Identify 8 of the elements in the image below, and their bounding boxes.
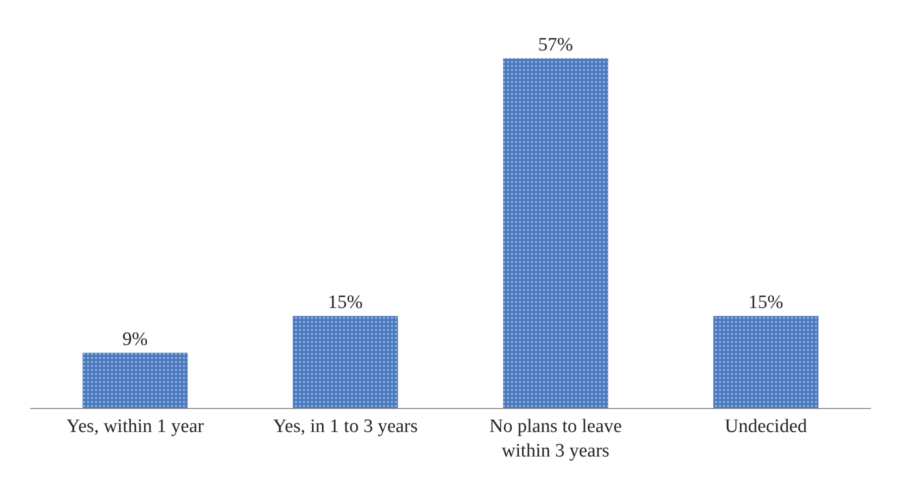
x-tick-label: Yes, within 1 year <box>66 416 204 437</box>
data-label: 9% <box>122 328 148 350</box>
x-tick-label: No plans to leave within 3 years <box>489 416 622 462</box>
data-label: 57% <box>538 34 574 56</box>
x-tick-label: Yes, in 1 to 3 years <box>272 416 418 437</box>
data-label: 15% <box>328 292 363 313</box>
data-label: 15% <box>748 292 784 313</box>
x-tick-label: Undecided <box>724 416 808 437</box>
